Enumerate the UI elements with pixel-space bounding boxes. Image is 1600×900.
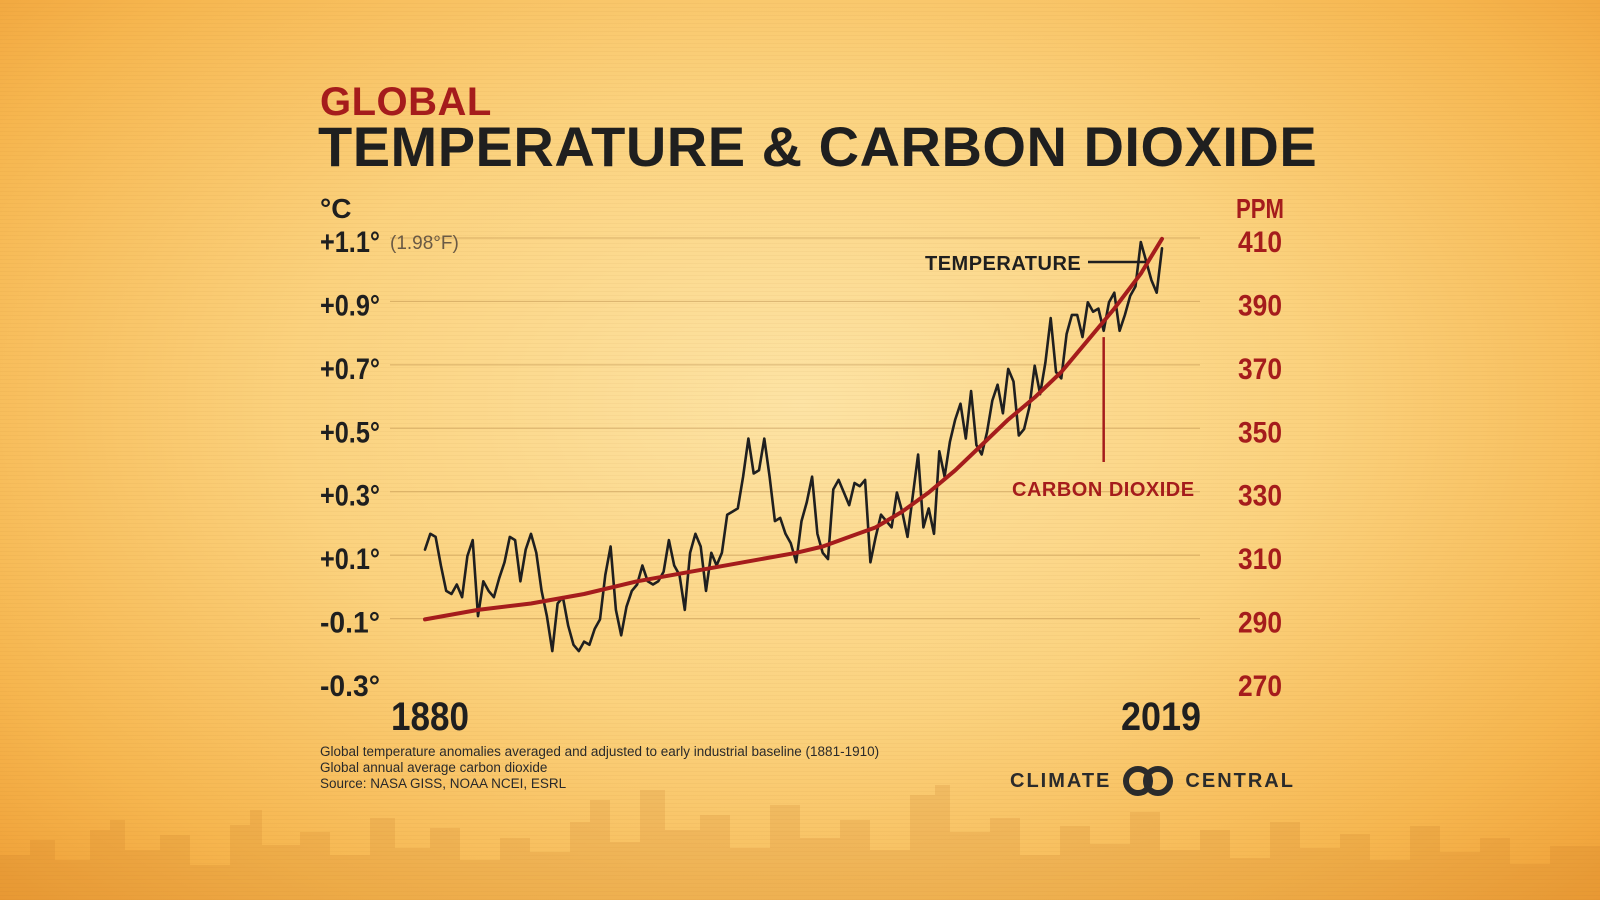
left-tick-label: +0.7° [320, 353, 380, 386]
right-tick-label: 350 [1238, 416, 1282, 449]
temperature-label: TEMPERATURE [925, 253, 1081, 275]
fahrenheit-note: (1.98°F) [390, 233, 459, 254]
brand-word-right: CENTRAL [1185, 769, 1295, 792]
left-tick-label: +1.1° [320, 226, 380, 259]
right-axis-unit: PPM [1236, 193, 1284, 224]
left-tick-label: -0.1° [320, 607, 380, 640]
left-tick-label: +0.3° [320, 480, 380, 513]
left-axis-unit: °C [320, 193, 351, 224]
left-tick-label: +0.5° [320, 416, 380, 449]
note-source: Source: NASA GISS, NOAA NCEI, ESRL [320, 776, 567, 791]
brand-word-left: CLIMATE [1010, 769, 1112, 792]
left-axis-ticks: +1.1° +0.9° +0.7° +0.5° +0.3° +0.1° -0.1° -0.3°… [320, 193, 459, 703]
series-layer [423, 236, 1164, 653]
x-tick-label: 1880 [391, 695, 469, 739]
climate-central-logo: CLIMATE CENTRAL [1010, 764, 1295, 798]
chart-kicker: GLOBAL [320, 80, 492, 124]
right-tick-label: 310 [1238, 543, 1282, 576]
annotations: TEMPERATURE CARBON DIOXIDE [925, 253, 1195, 501]
chart-title: TEMPERATURE & CARBON DIOXIDE [318, 115, 1318, 178]
right-tick-label: 410 [1238, 226, 1282, 259]
left-tick-label: +0.9° [320, 289, 380, 322]
co2-line [423, 236, 1164, 622]
right-tick-label: 390 [1238, 289, 1282, 322]
x-axis-ticks: 1880 2019 [391, 695, 1201, 739]
left-tick-label: -0.3° [320, 670, 380, 703]
temperature-line [423, 240, 1164, 653]
chart-notes: Global temperature anomalies averaged an… [320, 744, 879, 792]
right-tick-label: 290 [1238, 607, 1282, 640]
right-tick-label: 330 [1238, 480, 1282, 513]
right-axis-ticks: 410 390 370 350 330 310 290 270 PPM [1236, 193, 1284, 703]
left-tick-label: +0.1° [320, 543, 380, 576]
city-skyline-silhouette [0, 785, 1600, 900]
co2-label: CARBON DIOXIDE [1012, 479, 1195, 501]
x-tick-label: 2019 [1121, 695, 1201, 739]
note-co2: Global annual average carbon dioxide [320, 760, 548, 775]
note-baseline: Global temperature anomalies averaged an… [320, 744, 880, 759]
right-tick-label: 270 [1238, 670, 1282, 703]
right-tick-label: 370 [1238, 353, 1282, 386]
linked-rings-icon [1123, 766, 1174, 796]
